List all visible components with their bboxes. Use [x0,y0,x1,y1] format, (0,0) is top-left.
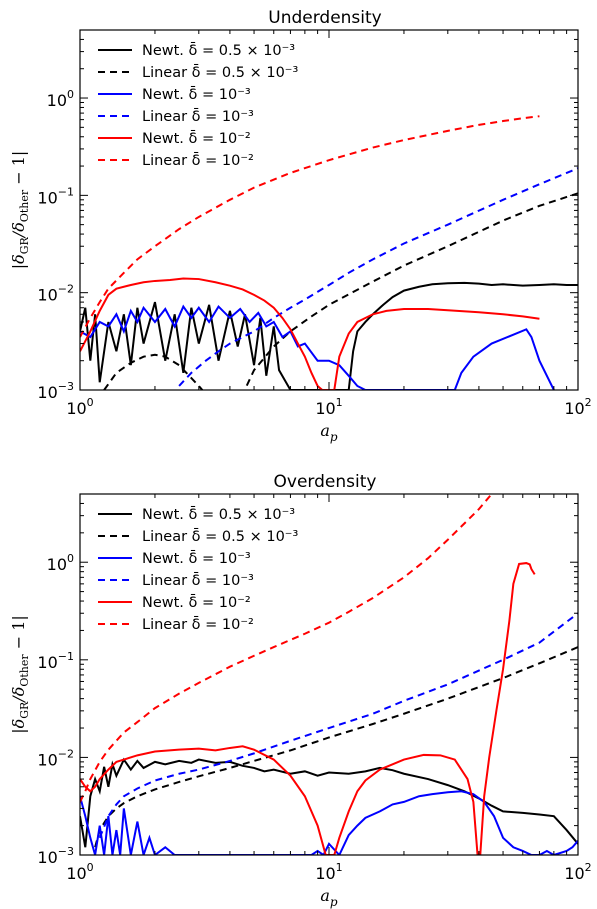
legend-label: Newt. δ̄ = 10⁻² [142,593,251,611]
series-line-3 [178,167,578,387]
legend-label: Newt. δ̄ = 0.5 × 10⁻³ [142,41,295,59]
y-axis-label: |δGR/δOther − 1| [9,151,31,270]
overdensity-title: Overdensity [274,472,377,492]
series-line-4 [80,562,536,855]
legend: Newt. δ̄ = 0.5 × 10⁻³ Linear δ̄ = 0.5 × 1… [98,41,298,169]
y-tick-label: 10−1 [37,185,74,207]
x-tick-label: 102 [564,396,591,418]
x-axis-label: ap [320,421,338,444]
x-tick-label: 100 [66,396,93,418]
series-line-4 [80,277,540,390]
underdensity-title: Underdensity [268,8,382,28]
x-axis-label: ap [320,886,338,909]
underdensity-panel: Underdensity 100 101 102 10−3 10−2 10−1 100 ap |… [9,8,592,444]
series-line-5 [80,115,540,338]
y-tick-label: 10−2 [37,283,74,305]
legend-label: Newt. δ̄ = 10⁻³ [142,85,251,103]
legend-label: Linear δ̄ = 10⁻² [142,615,254,633]
x-tick-label: 101 [315,396,342,418]
series-line-1 [94,646,578,848]
x-tick-label: 100 [66,861,93,883]
series-line-0 [80,757,578,848]
series-line-5 [80,494,493,803]
y-tick-label: 100 [47,552,74,574]
overdensity-panel: Overdensity 100 101 102 10−3 10−2 10−1 100 ap |δ… [9,472,592,909]
legend-label: Newt. δ̄ = 10⁻² [142,129,251,147]
series-group [80,115,578,390]
series-line-0 [80,281,578,390]
legend-label: Linear δ̄ = 10⁻² [142,151,254,169]
legend-label: Linear δ̄ = 10⁻³ [142,571,254,589]
y-tick-label: 10−2 [37,747,74,769]
series-line-2 [80,304,555,390]
series-line-3 [98,612,578,839]
ticks [79,493,579,856]
y-axis-label: |δGR/δOther − 1| [9,615,31,734]
legend-label: Linear δ̄ = 0.5 × 10⁻³ [142,527,298,545]
y-tick-label: 10−3 [37,380,74,402]
legend-label: Newt. δ̄ = 0.5 × 10⁻³ [142,505,295,523]
axes-frame [79,29,579,391]
legend: Newt. δ̄ = 0.5 × 10⁻³ Linear δ̄ = 0.5 × 1… [98,505,298,633]
y-tick-label: 100 [47,88,74,110]
series-line-2 [80,790,578,855]
legend-label: Linear δ̄ = 0.5 × 10⁻³ [142,63,298,81]
y-tick-label: 10−1 [37,650,74,672]
ticks [79,29,579,391]
series-group [80,494,578,855]
series-line-1 [103,192,578,390]
legend-label: Linear δ̄ = 10⁻³ [142,107,254,125]
x-tick-label: 101 [315,861,342,883]
axes-frame [79,493,579,856]
legend-label: Newt. δ̄ = 10⁻³ [142,549,251,567]
x-tick-label: 102 [564,861,591,883]
y-tick-label: 10−3 [37,845,74,867]
